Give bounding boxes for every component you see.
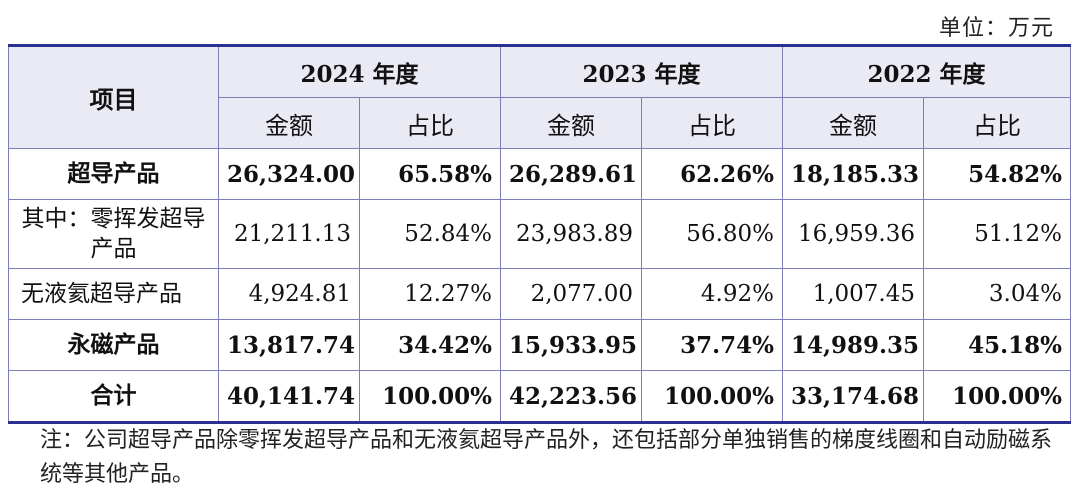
cell-ratio-2023: 4.92% <box>641 268 783 320</box>
header-item: 项目 <box>8 45 219 149</box>
cell-ratio-2024: 65.58% <box>359 148 501 200</box>
cell-ratio-2023: 62.26% <box>641 148 783 200</box>
cell-ratio-2024: 100.00% <box>359 370 501 423</box>
cell-ratio-2022: 100.00% <box>923 370 1071 423</box>
cell-amount-2022: 14,989.35 <box>782 319 924 371</box>
cell-ratio-2022: 3.04% <box>923 268 1071 320</box>
header-year-2024: 2024 年度 <box>218 45 501 98</box>
cell-amount-2024: 4,924.81 <box>218 268 360 320</box>
cell-amount-2023: 15,933.95 <box>500 319 642 371</box>
table-row-permanent-magnet: 永磁产品 13,817.74 34.42% 15,933.95 37.74% 1… <box>8 319 1071 371</box>
row-label: 无液氦超导产品 <box>8 268 219 320</box>
cell-ratio-2023: 100.00% <box>641 370 783 423</box>
header-year-2022: 2022 年度 <box>782 45 1071 98</box>
cell-amount-2024: 21,211.13 <box>218 199 360 269</box>
header-ratio: 占比 <box>359 97 501 149</box>
table-row-helium-free: 无液氦超导产品 4,924.81 12.27% 2,077.00 4.92% 1… <box>8 268 1071 320</box>
cell-ratio-2024: 12.27% <box>359 268 501 320</box>
header-amount: 金额 <box>782 97 924 149</box>
table-row-total: 合计 40,141.74 100.00% 42,223.56 100.00% 3… <box>8 370 1071 423</box>
cell-amount-2022: 16,959.36 <box>782 199 924 269</box>
row-label: 其中：零挥发超导产品 <box>8 199 219 269</box>
cell-ratio-2024: 34.42% <box>359 319 501 371</box>
table-row-superconducting: 超导产品 26,324.00 65.58% 26,289.61 62.26% 1… <box>8 148 1071 200</box>
row-label: 永磁产品 <box>8 319 219 371</box>
cell-amount-2023: 2,077.00 <box>500 268 642 320</box>
cell-amount-2024: 40,141.74 <box>218 370 360 423</box>
header-amount: 金额 <box>500 97 642 149</box>
row-label: 超导产品 <box>8 148 219 200</box>
cell-amount-2022: 18,185.33 <box>782 148 924 200</box>
cell-ratio-2022: 54.82% <box>923 148 1071 200</box>
header-amount: 金额 <box>218 97 360 149</box>
cell-amount-2024: 13,817.74 <box>218 319 360 371</box>
cell-ratio-2024: 52.84% <box>359 199 501 269</box>
cell-amount-2023: 26,289.61 <box>500 148 642 200</box>
header-ratio: 占比 <box>641 97 783 149</box>
cell-ratio-2023: 37.74% <box>641 319 783 371</box>
cell-amount-2022: 1,007.45 <box>782 268 924 320</box>
cell-amount-2023: 42,223.56 <box>500 370 642 423</box>
cell-ratio-2022: 45.18% <box>923 319 1071 371</box>
cell-ratio-2022: 51.12% <box>923 199 1071 269</box>
cell-amount-2022: 33,174.68 <box>782 370 924 423</box>
footnote: 注：公司超导产品除零挥发超导产品和无液氦超导产品外，还包括部分单独销售的梯度线圈… <box>40 428 1053 487</box>
unit-label: 单位：万元 <box>938 16 1054 41</box>
cell-amount-2024: 26,324.00 <box>218 148 360 200</box>
table-row-zero-boiloff: 其中：零挥发超导产品 21,211.13 52.84% 23,983.89 56… <box>8 199 1071 269</box>
header-ratio: 占比 <box>923 97 1071 149</box>
cell-amount-2023: 23,983.89 <box>500 199 642 269</box>
row-label: 合计 <box>8 370 219 423</box>
header-year-2023: 2023 年度 <box>500 45 783 98</box>
revenue-table: 项目 2024 年度 2023 年度 2022 年度 金额 占比 金额 占比 金… <box>8 44 1071 424</box>
cell-ratio-2023: 56.80% <box>641 199 783 269</box>
